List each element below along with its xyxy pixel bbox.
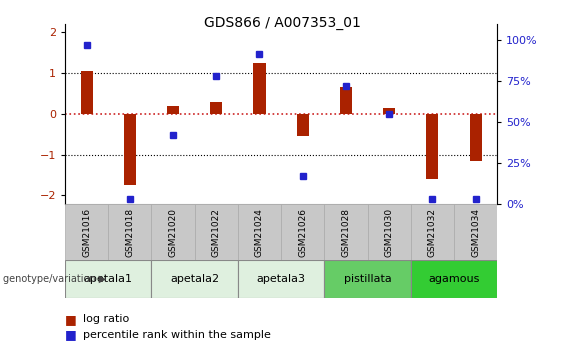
- Text: ■: ■: [65, 313, 77, 326]
- Bar: [124, 114, 136, 185]
- Bar: [368, 204, 411, 260]
- Bar: [324, 260, 411, 298]
- Text: GSM21032: GSM21032: [428, 208, 437, 257]
- Bar: [411, 260, 497, 298]
- Bar: [238, 260, 324, 298]
- Text: log ratio: log ratio: [83, 314, 129, 324]
- Text: GDS866 / A007353_01: GDS866 / A007353_01: [204, 16, 361, 30]
- Bar: [81, 71, 93, 114]
- Bar: [254, 63, 266, 114]
- Bar: [324, 204, 368, 260]
- Text: apetala3: apetala3: [257, 275, 306, 284]
- Text: GSM21022: GSM21022: [212, 208, 221, 257]
- Bar: [383, 108, 395, 114]
- Bar: [470, 114, 481, 161]
- Text: genotype/variation ▶: genotype/variation ▶: [3, 275, 106, 284]
- Text: GSM21018: GSM21018: [125, 208, 134, 257]
- Text: GSM21016: GSM21016: [82, 208, 91, 257]
- Text: agamous: agamous: [428, 275, 480, 284]
- Bar: [151, 204, 194, 260]
- Bar: [65, 260, 151, 298]
- Text: GSM21028: GSM21028: [341, 208, 350, 257]
- Bar: [108, 204, 151, 260]
- Bar: [454, 204, 497, 260]
- Text: GSM21034: GSM21034: [471, 208, 480, 257]
- Bar: [281, 204, 324, 260]
- Text: GSM21020: GSM21020: [168, 208, 177, 257]
- Bar: [65, 204, 108, 260]
- Text: GSM21026: GSM21026: [298, 208, 307, 257]
- Bar: [427, 114, 438, 179]
- Text: GSM21030: GSM21030: [385, 208, 394, 257]
- Bar: [411, 204, 454, 260]
- Text: pistillata: pistillata: [344, 275, 392, 284]
- Text: ■: ■: [65, 328, 77, 341]
- Bar: [167, 106, 179, 114]
- Bar: [297, 114, 308, 136]
- Text: apetala2: apetala2: [170, 275, 219, 284]
- Text: apetala1: apetala1: [84, 275, 133, 284]
- Text: GSM21024: GSM21024: [255, 208, 264, 257]
- Bar: [151, 260, 238, 298]
- Bar: [194, 204, 238, 260]
- Bar: [210, 102, 222, 114]
- Bar: [340, 87, 352, 114]
- Text: percentile rank within the sample: percentile rank within the sample: [83, 330, 271, 339]
- Bar: [238, 204, 281, 260]
